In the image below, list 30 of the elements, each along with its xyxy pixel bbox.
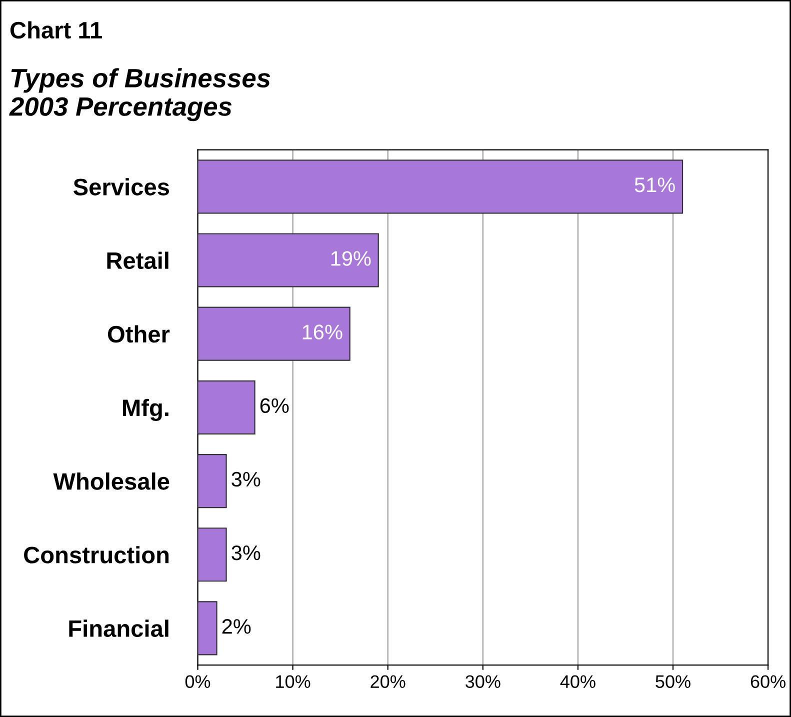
- x-tick-label: 20%: [370, 675, 406, 688]
- bar: [198, 233, 379, 288]
- data-label: 16%: [302, 324, 342, 340]
- y-tick-label: Wholesale: [53, 472, 170, 490]
- chart-title: Chart 11: [10, 21, 102, 39]
- bar: [198, 601, 218, 656]
- data-label: 51%: [634, 178, 675, 192]
- x-tick-label: 50%: [656, 675, 690, 688]
- data-label: 6%: [260, 398, 289, 414]
- x-tick-label: 0%: [185, 675, 210, 688]
- y-tick-label: Mfg.: [123, 398, 168, 421]
- bar: [198, 454, 227, 508]
- x-tick-label: 30%: [466, 675, 500, 688]
- data-label: 2%: [222, 619, 251, 634]
- y-tick-label: Construction: [24, 546, 169, 564]
- y-tick-label: Other: [108, 325, 170, 343]
- bar: [198, 380, 256, 434]
- data-label: 3%: [232, 545, 260, 560]
- y-tick-label: Services: [74, 178, 170, 196]
- y-tick-label: Retail: [107, 252, 168, 270]
- bar: [198, 306, 350, 361]
- x-tick-label: 10%: [276, 675, 310, 688]
- y-tick-label: Financial: [69, 620, 168, 638]
- bar: [198, 160, 684, 214]
- data-label: 3%: [232, 472, 260, 487]
- x-tick-label: 40%: [560, 675, 596, 688]
- bar: [198, 528, 227, 582]
- data-label: 19%: [331, 251, 371, 266]
- x-tick-label: 60%: [750, 675, 786, 688]
- chart-subtitle: Types of Businesses 2003 Percentages: [9, 68, 270, 122]
